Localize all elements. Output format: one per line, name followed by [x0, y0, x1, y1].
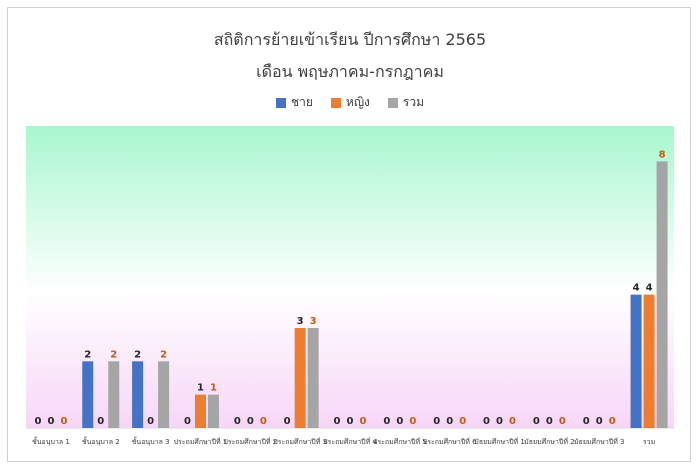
bar-total-12 — [656, 161, 668, 429]
legend-label-male: ชาย — [290, 95, 313, 109]
data-label-male-12: 4 — [633, 283, 640, 294]
legend-item-total: รวม — [387, 93, 424, 112]
data-label-male-10: 0 — [533, 416, 540, 427]
bar-female-12 — [643, 294, 655, 428]
legend-swatch-male — [275, 97, 286, 108]
data-label-male-2: 2 — [134, 349, 141, 360]
bar-total-3 — [207, 394, 219, 428]
data-label-male-8: 0 — [433, 416, 440, 427]
x-tick-label-2: ชั้นอนุบาล 3 — [132, 435, 170, 446]
x-tick-label-9: มัธยมศึกษาปีที่ 1 — [474, 437, 525, 446]
chart-subtitle: เดือน พฤษภาคม-กรกฎาคม — [256, 62, 444, 81]
bar-male-12 — [630, 294, 642, 428]
x-tick-label-0: ชั้นอนุบาล 1 — [32, 435, 70, 446]
data-label-female-5: 3 — [297, 316, 304, 327]
bar-total-2 — [158, 361, 170, 428]
bar-male-1 — [82, 361, 94, 428]
legend-item-male: ชาย — [275, 93, 313, 112]
x-tick-label-3: ประถมศึกษาปีที่ 1 — [174, 437, 228, 446]
data-label-total-11: 0 — [609, 416, 616, 427]
x-tick-label-8: ประถมศึกษาปีที่ 6 — [423, 437, 477, 446]
data-label-male-5: 0 — [284, 416, 291, 427]
x-tick-label-5: ประถมศึกษาปีที่ 3 — [273, 437, 327, 446]
data-label-total-12: 8 — [659, 149, 666, 160]
data-label-total-8: 0 — [459, 416, 466, 427]
legend-swatch-female — [330, 97, 341, 108]
data-label-female-12: 4 — [646, 283, 653, 294]
legend: ชาย หญิง รวม — [0, 93, 700, 112]
x-tick-label-6: ประถมศึกษาปีที่ 4 — [323, 437, 377, 446]
x-tick-label-4: ประถมศึกษาปีที่ 2 — [223, 437, 277, 446]
data-label-female-6: 0 — [347, 416, 354, 427]
x-tick-label-11: มัธยมศึกษาปีที่ 3 — [574, 437, 625, 446]
data-label-male-0: 0 — [34, 416, 41, 427]
data-label-male-9: 0 — [483, 416, 490, 427]
data-label-total-7: 0 — [409, 416, 416, 427]
bar-female-3 — [194, 394, 206, 428]
data-label-female-4: 0 — [247, 416, 254, 427]
data-label-male-11: 0 — [583, 416, 590, 427]
data-label-total-4: 0 — [260, 416, 267, 427]
data-label-female-1: 0 — [97, 416, 104, 427]
data-label-total-9: 0 — [509, 416, 516, 427]
data-label-female-7: 0 — [396, 416, 403, 427]
bar-female-5 — [294, 328, 306, 428]
bar-total-1 — [108, 361, 120, 428]
x-tick-label-10: มัธยมศึกษาปีที่ 2 — [524, 437, 575, 446]
bar-total-5 — [307, 328, 319, 428]
data-label-female-2: 0 — [147, 416, 154, 427]
data-label-male-4: 0 — [234, 416, 241, 427]
data-label-male-3: 0 — [184, 416, 191, 427]
data-label-male-7: 0 — [383, 416, 390, 427]
data-label-female-8: 0 — [446, 416, 453, 427]
data-label-male-1: 2 — [84, 349, 91, 360]
data-label-total-2: 2 — [160, 349, 167, 360]
legend-label-female: หญิง — [345, 95, 370, 109]
legend-label-total: รวม — [402, 95, 424, 109]
data-label-total-5: 3 — [310, 316, 317, 327]
legend-item-female: หญิง — [330, 93, 370, 112]
data-label-total-0: 0 — [60, 416, 67, 427]
data-label-female-10: 0 — [546, 416, 553, 427]
plot-area — [26, 126, 674, 428]
x-tick-label-12: รวม — [643, 438, 655, 446]
data-label-female-9: 0 — [496, 416, 503, 427]
x-tick-label-1: ชั้นอนุบาล 2 — [82, 435, 120, 446]
bar-male-2 — [132, 361, 144, 428]
data-label-total-10: 0 — [559, 416, 566, 427]
data-label-total-6: 0 — [360, 416, 367, 427]
x-tick-label-7: ประถมศึกษาปีที่ 5 — [373, 437, 427, 446]
data-label-total-1: 2 — [110, 349, 117, 360]
data-label-female-0: 0 — [47, 416, 54, 427]
data-label-male-6: 0 — [334, 416, 341, 427]
data-label-female-11: 0 — [596, 416, 603, 427]
chart-title: สถิติการย้ายเข้าเรียน ปีการศึกษา 2565 — [213, 30, 487, 49]
data-label-female-3: 1 — [197, 383, 204, 394]
data-label-total-3: 1 — [210, 383, 217, 394]
legend-swatch-total — [387, 97, 398, 108]
